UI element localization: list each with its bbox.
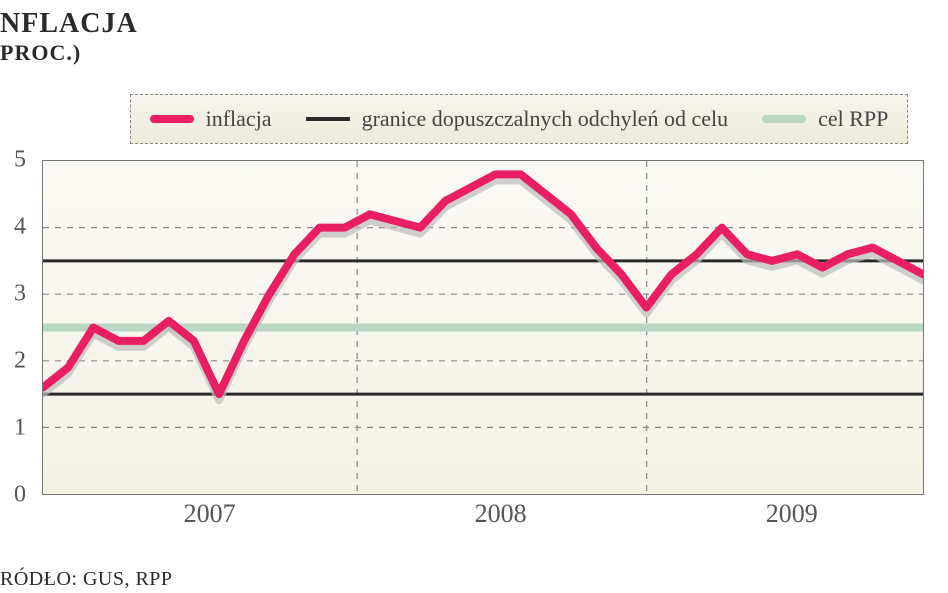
y-axis: 012345 xyxy=(14,160,40,495)
y-tick: 4 xyxy=(14,214,26,241)
legend-label: cel RPP xyxy=(818,106,888,132)
legend-item-cel: cel RPP xyxy=(762,106,888,132)
x-tick: 2008 xyxy=(475,499,527,529)
legend-swatch-cel xyxy=(762,115,806,123)
x-axis: 2007 2008 2009 xyxy=(42,497,924,533)
legend-label: inflacja xyxy=(206,106,272,132)
y-tick: 2 xyxy=(14,348,26,375)
y-tick: 5 xyxy=(14,147,26,174)
legend: inflacja granice dopuszczalnych odchyleń… xyxy=(130,94,908,144)
plot-svg xyxy=(43,161,923,494)
legend-swatch-inflacja xyxy=(150,115,194,123)
chart-area: 012345 200720082009 xyxy=(14,160,924,533)
x-tick: 2007 xyxy=(184,499,236,529)
y-tick: 3 xyxy=(14,281,26,308)
chart-title: NFLACJA xyxy=(0,8,930,40)
y-tick: 1 xyxy=(14,415,26,442)
legend-item-granice: granice dopuszczalnych odchyleń od celu xyxy=(306,106,729,132)
y-tick: 0 xyxy=(14,482,26,509)
legend-item-inflacja: inflacja xyxy=(150,106,272,132)
legend-swatch-granice xyxy=(306,117,350,121)
legend-label: granice dopuszczalnych odchyleń od celu xyxy=(362,106,729,132)
source-text: RÓDŁO: GUS, RPP xyxy=(0,568,173,591)
chart-subtitle: PROC.) xyxy=(0,40,930,66)
x-tick: 2009 xyxy=(766,499,818,529)
plot-area xyxy=(42,160,924,495)
